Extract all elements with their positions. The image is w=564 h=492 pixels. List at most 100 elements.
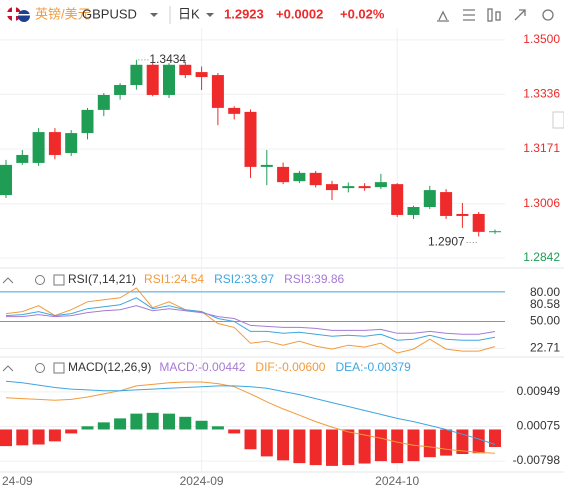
macd-bar	[211, 426, 224, 430]
dropdown-arrow[interactable]	[150, 13, 158, 17]
collapse-icon[interactable]	[2, 277, 14, 284]
flag-icon	[7, 7, 30, 22]
price: 1.2923	[224, 6, 264, 21]
collapse-icon[interactable]	[2, 365, 14, 372]
low-label: 1.2907	[428, 235, 465, 249]
candle-body	[358, 186, 371, 189]
indicator-icon[interactable]	[463, 9, 475, 21]
period[interactable]: 日K	[178, 6, 200, 21]
candle-body	[440, 192, 453, 216]
macd-bar	[293, 429, 306, 464]
settings-icon[interactable]	[542, 9, 554, 21]
candle-body	[0, 164, 12, 196]
candle-body	[195, 72, 208, 78]
toolbar: 英镑/美元 GBPUSD 日K 1.2923 +0.0002 +0.02%	[7, 6, 554, 24]
high-label: 1.3434	[149, 52, 186, 66]
x-tick-label: 2024-10	[375, 474, 419, 488]
macd-line	[5, 381, 496, 454]
symbol[interactable]: GBPUSD	[82, 6, 137, 21]
settings-icon[interactable]	[35, 363, 45, 373]
candle-body	[244, 111, 257, 167]
y-tick-label: 80.58	[530, 297, 560, 311]
macd-bar	[228, 429, 241, 434]
draw-icon[interactable]	[437, 10, 449, 22]
fullscreen-icon[interactable]	[514, 9, 526, 21]
y-tick-label: 1.3171	[523, 141, 560, 155]
candle-body	[407, 207, 420, 215]
y-tick-label: 1.2842	[523, 250, 560, 264]
macd-bar	[358, 429, 371, 464]
candle-body	[16, 154, 29, 163]
candle-icon[interactable]	[487, 8, 493, 22]
candle-body	[114, 85, 127, 95]
dropdown-arrow[interactable]	[206, 13, 214, 17]
settings-icon[interactable]	[35, 275, 45, 285]
macd-bar	[163, 413, 175, 430]
change: +0.0002	[276, 6, 323, 21]
macd-bar	[32, 429, 45, 445]
x-tick-label: 2024-09	[180, 474, 224, 488]
pair-name[interactable]: 英镑/美元	[35, 6, 91, 21]
rsi-line	[5, 297, 496, 341]
y-tick-label: 50.00	[530, 314, 560, 328]
legend-entry: RSI3:39.86	[284, 272, 344, 286]
macd-bar	[309, 429, 322, 466]
change-pct: +0.02%	[340, 6, 385, 21]
macd-bar	[130, 413, 143, 430]
macd-bar	[244, 429, 257, 450]
side-handle[interactable]	[552, 111, 564, 129]
candle-body	[309, 172, 322, 186]
legend-entry: RSI2:33.97	[214, 272, 274, 286]
macd-bar	[472, 429, 485, 454]
candle-icon-part	[495, 11, 501, 21]
candle-body	[163, 64, 175, 95]
macd-bar	[326, 429, 338, 466]
rsi-line	[6, 305, 496, 335]
macd-bar	[16, 429, 29, 446]
y-tick-label: 1.3336	[523, 86, 560, 100]
macd-bar	[0, 429, 12, 447]
candle-body	[97, 94, 110, 110]
macd-bar	[391, 429, 404, 464]
macd-bar	[65, 429, 78, 434]
candle-body	[48, 132, 61, 155]
macd-bar	[440, 429, 453, 456]
legend-entry: DEA:-0.00379	[335, 360, 411, 374]
candle-body	[456, 213, 469, 216]
legend-entry: RSI1:24.54	[144, 272, 204, 286]
toggle-icon[interactable]	[53, 362, 65, 374]
macd-bar	[114, 418, 127, 430]
candle-body	[326, 184, 338, 191]
candle-body	[211, 75, 224, 108]
macd-bar	[277, 429, 290, 461]
macd-title: MACD(12,26,9)	[68, 360, 151, 374]
candle-body	[228, 107, 241, 114]
macd-bar	[179, 416, 192, 430]
macd-bar	[260, 429, 273, 457]
candle-body	[391, 184, 404, 215]
macd-bar	[374, 429, 387, 462]
macd-bar	[489, 429, 501, 447]
rsi-title: RSI(7,14,21)	[68, 272, 136, 286]
toggle-icon[interactable]	[53, 274, 65, 286]
macd-bar	[81, 426, 94, 430]
y-tick-label: 0.00949	[517, 384, 561, 398]
y-tick-label: -0.00798	[513, 453, 561, 467]
macd-bar	[195, 420, 208, 430]
macd-bar	[342, 429, 355, 466]
candle-body	[374, 182, 387, 188]
candle-body	[277, 166, 290, 183]
candle-body	[342, 186, 355, 189]
candle-body	[146, 64, 159, 95]
macd-bar	[456, 429, 469, 455]
y-tick-label: 1.3006	[523, 196, 560, 210]
candle-body	[81, 109, 94, 134]
legend-entry: DIF:-0.00600	[255, 360, 325, 374]
candle-body	[489, 231, 501, 233]
candle-body	[179, 64, 192, 76]
y-tick-label: 1.3500	[523, 32, 560, 46]
y-tick-label: 80.00	[530, 285, 560, 299]
x-tick-label: 24-09	[2, 474, 33, 488]
